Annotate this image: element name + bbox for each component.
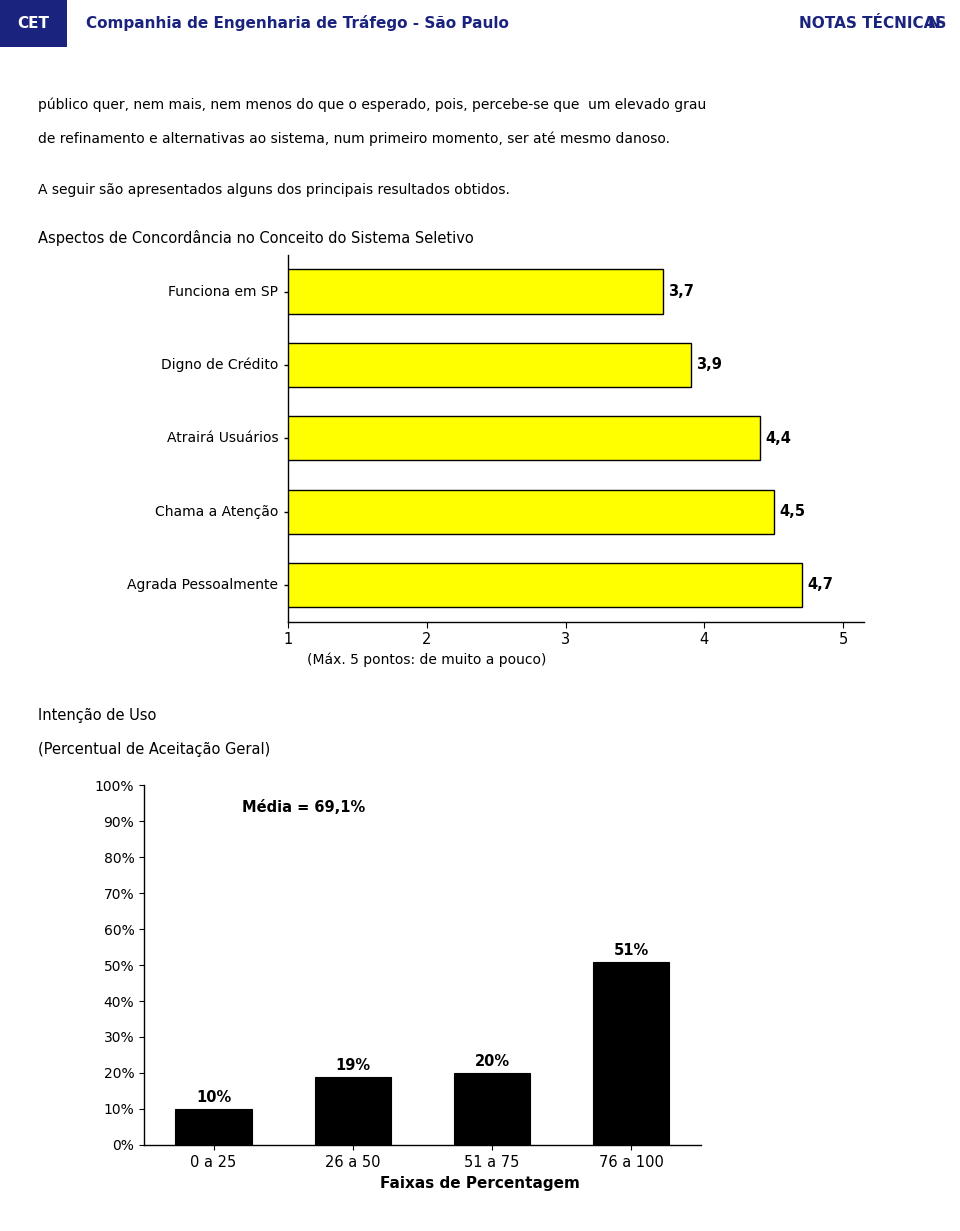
- Text: 19%: 19%: [335, 1057, 371, 1073]
- Text: 10%: 10%: [196, 1091, 231, 1105]
- Text: A seguir são apresentados alguns dos principais resultados obtidos.: A seguir são apresentados alguns dos pri…: [38, 183, 511, 197]
- Text: NOTAS TÉCNICAS: NOTAS TÉCNICAS: [799, 16, 947, 31]
- Text: 4,4: 4,4: [765, 431, 791, 446]
- Bar: [149, 416, 760, 460]
- Text: Média = 69,1%: Média = 69,1%: [243, 800, 366, 815]
- Text: Faixas de Percentagem: Faixas de Percentagem: [380, 1176, 580, 1190]
- FancyBboxPatch shape: [0, 0, 67, 47]
- Text: de refinamento e alternativas ao sistema, num primeiro momento, ser até mesmo da: de refinamento e alternativas ao sistema…: [38, 132, 670, 146]
- Text: Digno de Crédito: Digno de Crédito: [161, 358, 278, 372]
- Bar: [454, 1073, 530, 1145]
- Text: (Máx. 5 pontos: de muito a pouco): (Máx. 5 pontos: de muito a pouco): [307, 652, 546, 667]
- Bar: [149, 490, 774, 533]
- Text: N: N: [928, 16, 941, 31]
- Text: 3,9: 3,9: [696, 357, 722, 372]
- Text: Intenção de Uso: Intenção de Uso: [38, 708, 156, 723]
- Bar: [149, 343, 690, 387]
- Text: Aspectos de Concordância no Conceito do Sistema Seletivo: Aspectos de Concordância no Conceito do …: [38, 230, 474, 246]
- Text: Chama a Atenção: Chama a Atenção: [155, 505, 278, 518]
- Bar: [593, 961, 669, 1145]
- Text: CET: CET: [17, 16, 50, 31]
- Text: 51%: 51%: [613, 943, 649, 958]
- Bar: [176, 1109, 252, 1145]
- Text: Atrairá Usuários: Atrairá Usuários: [167, 431, 278, 446]
- Text: (Percentual de Aceitação Geral): (Percentual de Aceitação Geral): [38, 742, 271, 757]
- Text: 20%: 20%: [474, 1054, 510, 1070]
- Bar: [149, 563, 802, 607]
- Text: Agrada Pessoalmente: Agrada Pessoalmente: [128, 579, 278, 592]
- Text: 4,7: 4,7: [807, 577, 833, 592]
- Text: público quer, nem mais, nem menos do que o esperado, pois, percebe-se que  um el: público quer, nem mais, nem menos do que…: [38, 97, 707, 112]
- Text: Funciona em SP: Funciona em SP: [168, 284, 278, 298]
- Text: Companhia de Engenharia de Tráfego - São Paulo: Companhia de Engenharia de Tráfego - São…: [86, 16, 509, 31]
- Bar: [315, 1077, 391, 1145]
- Text: 3,7: 3,7: [668, 284, 694, 299]
- Bar: [149, 270, 662, 314]
- Text: 4,5: 4,5: [780, 505, 805, 519]
